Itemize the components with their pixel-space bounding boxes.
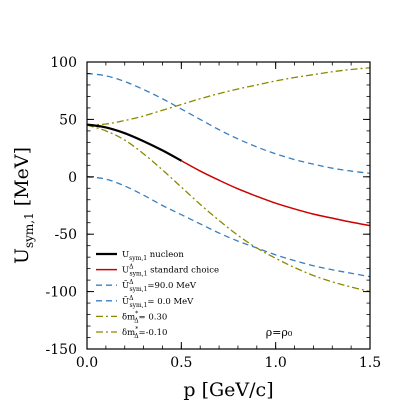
y-tick-label: 0 (68, 170, 77, 186)
series-line-2 (86, 72, 371, 175)
y-axis-title: Usym,1 [MeV] (11, 147, 36, 264)
x-tick-label: 0.5 (170, 355, 192, 371)
legend-label: δm* Δ=-0.10 (122, 326, 167, 340)
y-tick-label: -50 (54, 227, 77, 243)
legend-label: ŨΔ sym,1= 0.0 MeV (122, 295, 194, 309)
series-line-4 (86, 67, 371, 126)
series-line-0 (86, 123, 182, 162)
series-layer (86, 67, 371, 293)
plot-frame (86, 61, 371, 350)
density-annotation: ρ=ρ₀ (266, 326, 293, 339)
legend-label: δm* Δ= 0.30 (122, 310, 167, 324)
y-tick-label: -150 (46, 342, 77, 358)
legend-label: ŨΔ sym,1=90.0 MeV (122, 279, 197, 293)
series-line-5 (86, 124, 371, 293)
series-line-1 (86, 123, 371, 227)
ticks-layer: 0.0 0.5 1.0 1.5 -150 -100 -50 0 50 100 (46, 55, 382, 371)
y-tick-label: 50 (59, 112, 77, 128)
x-axis-title: p [GeV/c] (183, 379, 273, 401)
legend-label: UΔ sym,1 standard choice (122, 264, 219, 278)
x-tick-label: 1.5 (359, 355, 381, 371)
x-tick-label: 0.0 (76, 355, 98, 371)
y-axis-title-text: Usym,1 [MeV] (11, 147, 36, 264)
series-line-3 (86, 176, 371, 278)
y-tick-label: 100 (50, 55, 77, 71)
y-tick-label: -100 (46, 285, 77, 301)
legend-label: Usym,1 nucleon (122, 250, 184, 262)
x-tick-label: 1.0 (265, 355, 287, 371)
